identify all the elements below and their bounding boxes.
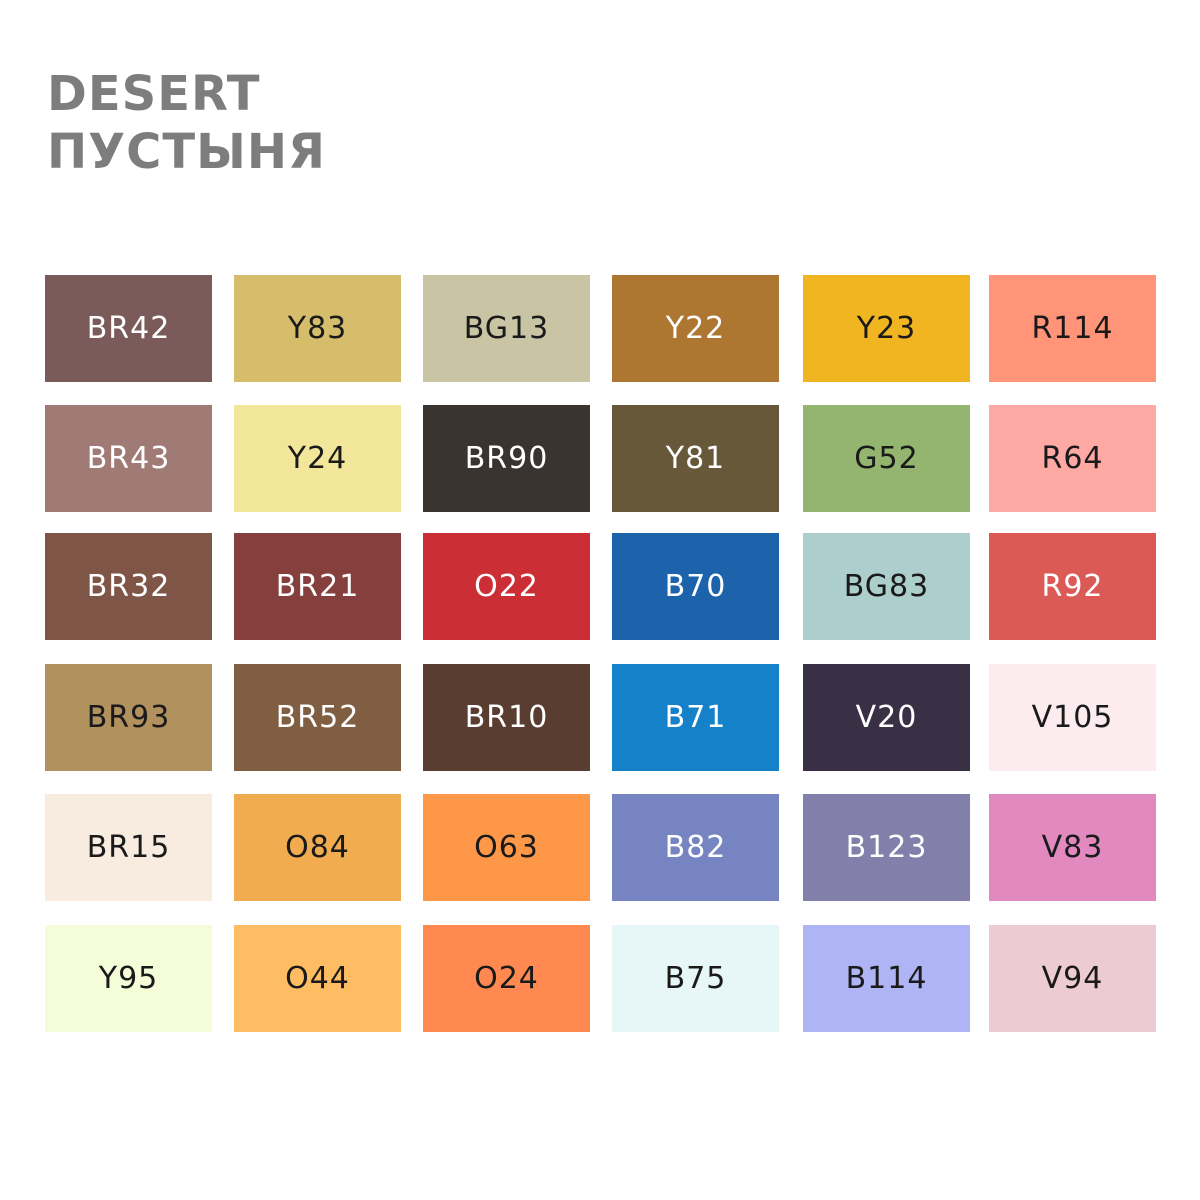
color-swatch: BG13 [423, 275, 590, 382]
color-swatch: O44 [234, 925, 401, 1032]
color-swatch: R114 [989, 275, 1156, 382]
subtitle: ПУСТЫНЯ [47, 124, 327, 180]
color-swatch: BR42 [45, 275, 212, 382]
color-swatch: BR21 [234, 533, 401, 640]
color-swatch: BR90 [423, 405, 590, 512]
color-swatch: O24 [423, 925, 590, 1032]
color-swatch: BR93 [45, 664, 212, 771]
color-swatch: B70 [612, 533, 779, 640]
color-swatch: BR32 [45, 533, 212, 640]
color-swatch: BR15 [45, 794, 212, 901]
color-swatch: V94 [989, 925, 1156, 1032]
color-swatch: BG83 [803, 533, 970, 640]
color-swatch: B114 [803, 925, 970, 1032]
color-swatch: G52 [803, 405, 970, 512]
color-swatch: Y83 [234, 275, 401, 382]
color-swatch: O63 [423, 794, 590, 901]
color-swatch: V20 [803, 664, 970, 771]
color-swatch: B75 [612, 925, 779, 1032]
color-swatch: Y95 [45, 925, 212, 1032]
color-swatch: Y23 [803, 275, 970, 382]
color-swatch: V83 [989, 794, 1156, 901]
color-swatch: Y81 [612, 405, 779, 512]
color-swatch: Y22 [612, 275, 779, 382]
color-swatch: R64 [989, 405, 1156, 512]
color-swatch: BR10 [423, 664, 590, 771]
color-swatch: B71 [612, 664, 779, 771]
title: DESERT [47, 66, 261, 122]
color-swatch: B123 [803, 794, 970, 901]
color-swatch: V105 [989, 664, 1156, 771]
color-swatch: B82 [612, 794, 779, 901]
color-swatch: O84 [234, 794, 401, 901]
color-swatch: BR52 [234, 664, 401, 771]
color-swatch: Y24 [234, 405, 401, 512]
color-swatch: R92 [989, 533, 1156, 640]
color-swatch: O22 [423, 533, 590, 640]
color-swatch: BR43 [45, 405, 212, 512]
